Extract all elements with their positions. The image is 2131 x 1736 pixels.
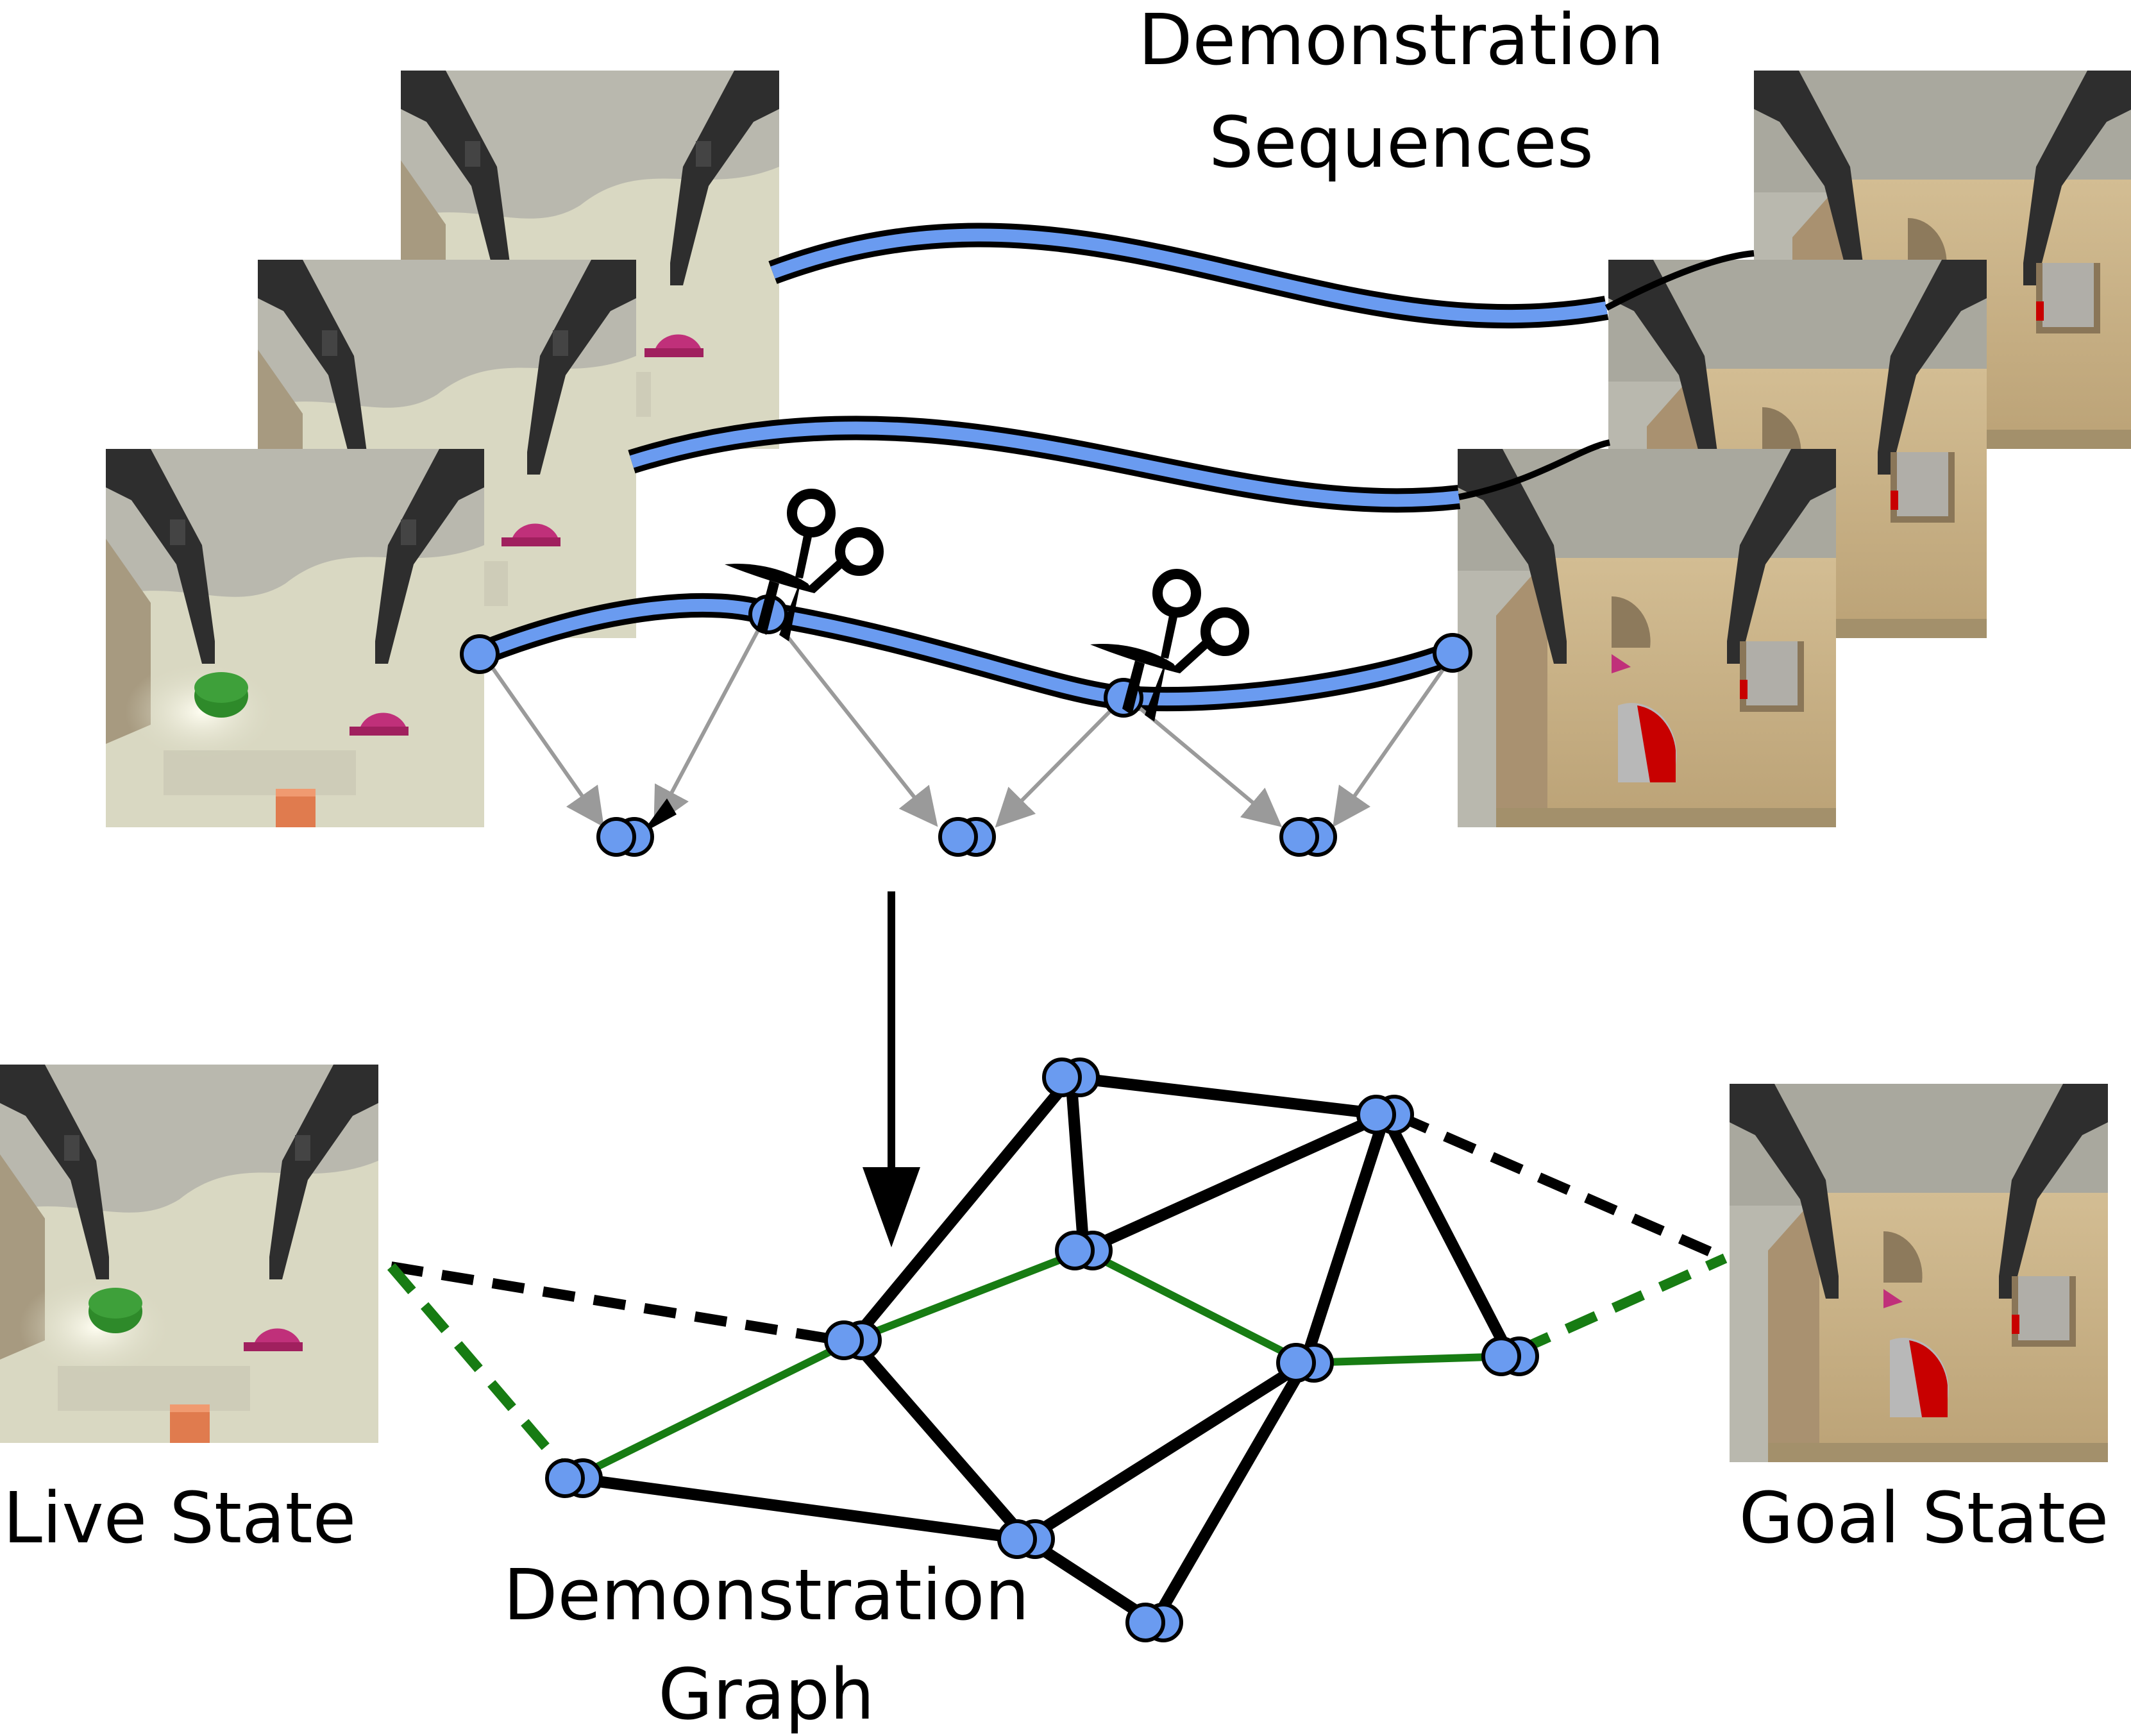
start-image-front (106, 449, 484, 827)
live-connections (387, 1111, 1728, 1472)
merged-segment-node (940, 819, 994, 855)
down-arrow-icon (863, 891, 920, 1247)
graph-node (999, 1521, 1053, 1557)
graph-node (826, 1322, 880, 1358)
black-arrowhead (641, 798, 677, 834)
sequences-title-line1: Demonstration (1138, 0, 1664, 81)
goal-state-label: Goal State (1739, 1477, 2109, 1559)
graph-node (1057, 1233, 1111, 1268)
graph-node (1483, 1338, 1537, 1374)
trajectory-2 (628, 416, 1611, 513)
path-edges (570, 1247, 1514, 1482)
graph-title-line2: Graph (658, 1653, 874, 1735)
segment-arrows (485, 619, 1451, 828)
trajectory-1 (768, 223, 1755, 328)
graph-node (1044, 1059, 1098, 1095)
graph-edges (568, 1072, 1516, 1628)
goal-image-front (1458, 449, 1836, 827)
graph-node (547, 1460, 601, 1496)
trajectory-3 (475, 593, 1458, 712)
graph-node (1278, 1345, 1332, 1381)
goal-state-image (1730, 1084, 2108, 1462)
sequences-title-line2: Sequences (1209, 101, 1594, 183)
graph-node (1358, 1097, 1412, 1133)
merged-segment-node (598, 819, 652, 855)
graph-title-line1: Demonstration (503, 1554, 1029, 1636)
live-state-image (0, 1065, 378, 1443)
merged-segment-node (1281, 819, 1335, 855)
live-state-label: Live State (3, 1477, 357, 1559)
graph-node (1127, 1605, 1181, 1640)
